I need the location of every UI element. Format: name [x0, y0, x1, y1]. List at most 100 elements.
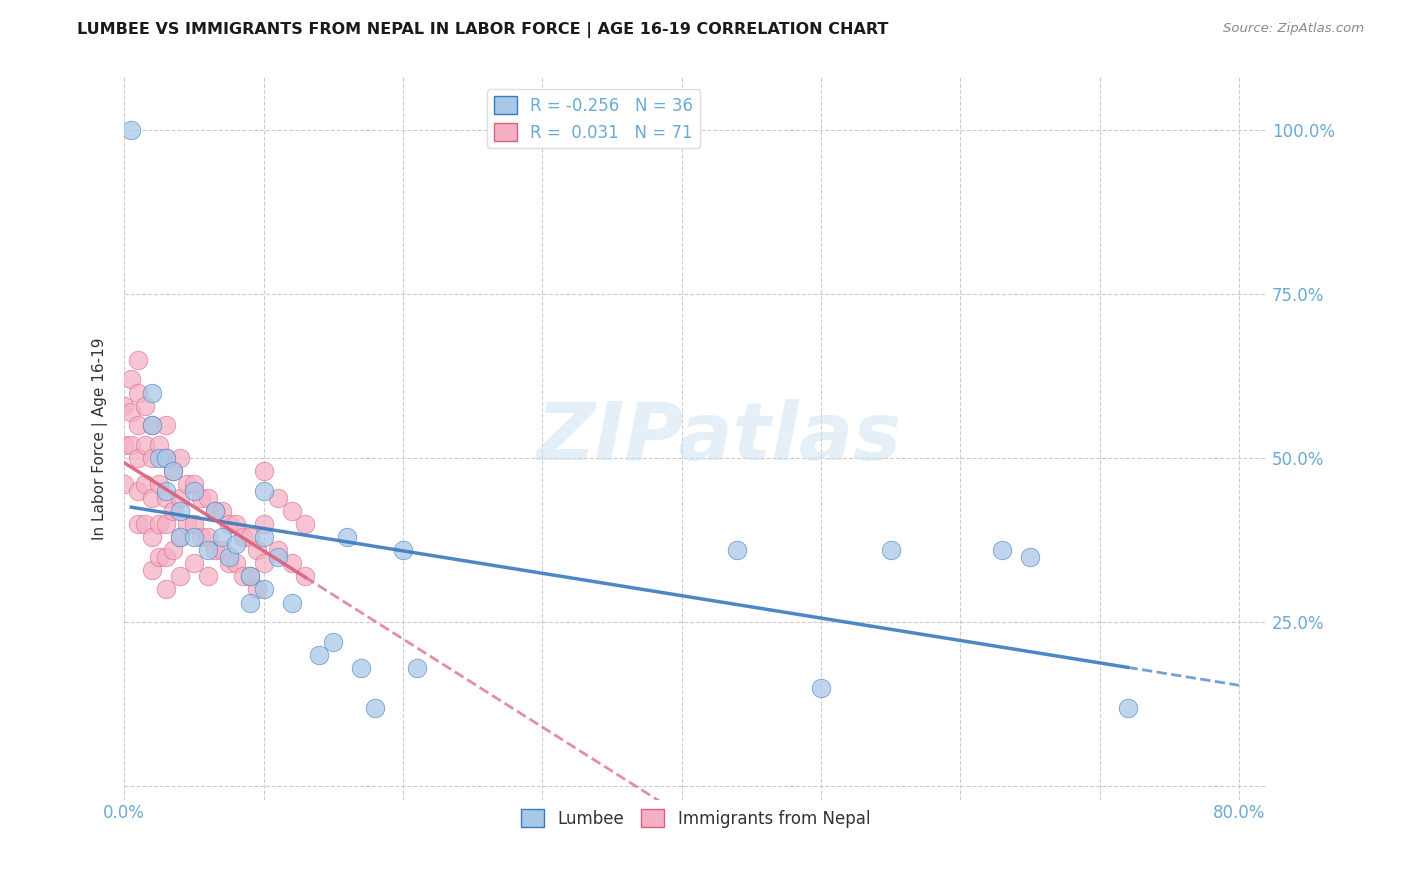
Point	[141, 451, 163, 466]
Point	[176, 477, 198, 491]
Point	[148, 516, 170, 531]
Point	[141, 491, 163, 505]
Point	[155, 451, 177, 466]
Point	[155, 418, 177, 433]
Point	[392, 543, 415, 558]
Point	[183, 483, 205, 498]
Point	[162, 464, 184, 478]
Point	[162, 543, 184, 558]
Point	[112, 399, 135, 413]
Text: LUMBEE VS IMMIGRANTS FROM NEPAL IN LABOR FORCE | AGE 16-19 CORRELATION CHART: LUMBEE VS IMMIGRANTS FROM NEPAL IN LABOR…	[77, 22, 889, 38]
Point	[1019, 549, 1042, 564]
Y-axis label: In Labor Force | Age 16-19: In Labor Force | Age 16-19	[93, 337, 108, 540]
Point	[183, 556, 205, 570]
Point	[239, 596, 262, 610]
Point	[266, 543, 288, 558]
Point	[120, 405, 142, 419]
Point	[155, 582, 177, 597]
Text: Source: ZipAtlas.com: Source: ZipAtlas.com	[1223, 22, 1364, 36]
Point	[239, 569, 262, 583]
Point	[197, 491, 219, 505]
Point	[169, 530, 191, 544]
Point	[253, 556, 276, 570]
Point	[218, 516, 240, 531]
Point	[120, 123, 142, 137]
Point	[308, 648, 330, 662]
Point	[364, 700, 387, 714]
Point	[176, 516, 198, 531]
Point	[169, 569, 191, 583]
Point	[127, 352, 149, 367]
Point	[141, 385, 163, 400]
Point	[183, 477, 205, 491]
Point	[155, 491, 177, 505]
Point	[155, 516, 177, 531]
Point	[253, 483, 276, 498]
Point	[246, 582, 269, 597]
Point	[155, 483, 177, 498]
Point	[141, 530, 163, 544]
Point	[148, 438, 170, 452]
Point	[169, 504, 191, 518]
Point	[204, 543, 226, 558]
Point	[183, 530, 205, 544]
Point	[232, 569, 254, 583]
Point	[204, 504, 226, 518]
Point	[141, 418, 163, 433]
Point	[211, 504, 233, 518]
Point	[169, 451, 191, 466]
Point	[155, 549, 177, 564]
Point	[232, 530, 254, 544]
Point	[294, 569, 316, 583]
Point	[112, 477, 135, 491]
Point	[253, 582, 276, 597]
Point	[155, 451, 177, 466]
Point	[127, 385, 149, 400]
Point	[218, 556, 240, 570]
Point	[190, 491, 212, 505]
Point	[406, 661, 429, 675]
Point	[120, 438, 142, 452]
Point	[169, 491, 191, 505]
Point	[141, 563, 163, 577]
Point	[148, 451, 170, 466]
Point	[239, 530, 262, 544]
Point	[225, 516, 247, 531]
Point	[183, 516, 205, 531]
Point	[280, 504, 302, 518]
Point	[253, 464, 276, 478]
Point	[127, 418, 149, 433]
Point	[141, 418, 163, 433]
Point	[280, 596, 302, 610]
Point	[134, 516, 156, 531]
Point	[294, 516, 316, 531]
Point	[120, 372, 142, 386]
Point	[211, 543, 233, 558]
Point	[162, 504, 184, 518]
Point	[127, 483, 149, 498]
Point	[162, 464, 184, 478]
Point	[253, 530, 276, 544]
Point	[239, 569, 262, 583]
Point	[225, 556, 247, 570]
Point	[112, 438, 135, 452]
Point	[225, 536, 247, 550]
Point	[134, 399, 156, 413]
Text: ZIPatlas: ZIPatlas	[536, 400, 901, 477]
Point	[197, 569, 219, 583]
Point	[266, 549, 288, 564]
Point	[211, 530, 233, 544]
Point	[148, 549, 170, 564]
Point	[336, 530, 359, 544]
Point	[350, 661, 373, 675]
Point	[148, 477, 170, 491]
Point	[1116, 700, 1139, 714]
Point	[169, 530, 191, 544]
Point	[725, 543, 748, 558]
Point	[879, 543, 901, 558]
Point	[190, 530, 212, 544]
Point	[280, 556, 302, 570]
Point	[134, 438, 156, 452]
Legend: Lumbee, Immigrants from Nepal: Lumbee, Immigrants from Nepal	[515, 803, 877, 835]
Point	[197, 530, 219, 544]
